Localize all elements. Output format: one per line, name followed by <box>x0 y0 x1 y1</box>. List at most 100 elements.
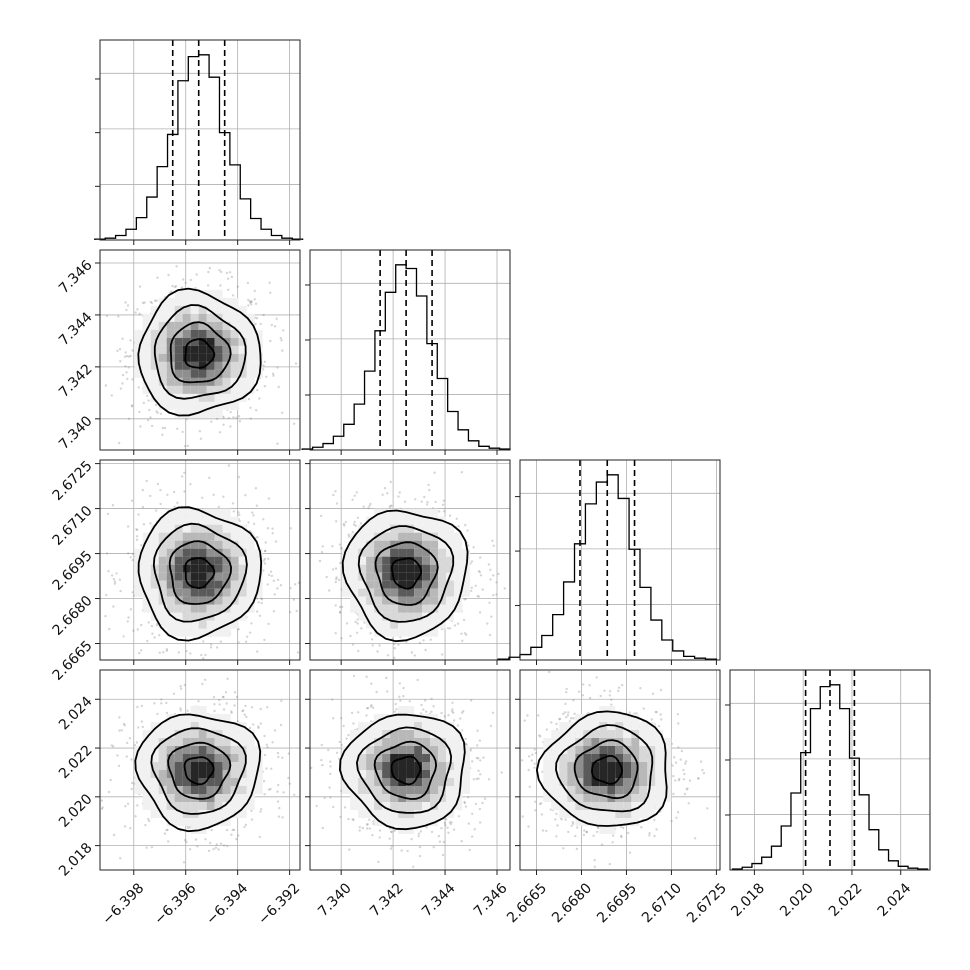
density-cell <box>254 564 263 573</box>
scatter-point <box>212 848 215 851</box>
scatter-point <box>232 416 235 419</box>
density-cell <box>238 321 247 330</box>
density-cell <box>166 540 175 549</box>
density-cell <box>214 524 223 533</box>
scatter-point <box>288 782 291 785</box>
density-cell <box>246 564 255 573</box>
scatter-point <box>393 647 396 650</box>
scatter-point <box>118 348 122 351</box>
scatter-point <box>427 483 430 487</box>
scatter-point <box>221 695 225 699</box>
density-cell <box>198 369 207 378</box>
density-cell <box>198 612 207 621</box>
scatter-point <box>260 598 264 601</box>
density-cell <box>214 794 223 802</box>
density-cell <box>142 385 151 394</box>
scatter-point <box>277 755 280 759</box>
scatter-point <box>141 488 144 492</box>
scatter-point <box>408 700 411 703</box>
scatter-point <box>289 527 292 530</box>
density-cell <box>350 564 359 573</box>
density-cell <box>158 305 167 314</box>
scatter-point <box>259 597 263 600</box>
scatter-point <box>438 510 441 513</box>
scatter-point <box>185 418 188 421</box>
scatter-point <box>258 397 261 400</box>
scatter-point <box>252 522 256 525</box>
scatter-point <box>263 360 267 363</box>
scatter-point <box>263 753 267 757</box>
scatter-point <box>104 384 108 387</box>
density-cell <box>198 321 207 330</box>
density-cell <box>214 580 223 589</box>
density-cell <box>190 345 199 354</box>
scatter-point <box>116 754 119 757</box>
scatter-point <box>271 372 275 375</box>
density-cell <box>150 305 159 314</box>
scatter-point <box>149 416 152 419</box>
scatter-point <box>297 581 301 584</box>
scatter-point <box>276 442 279 445</box>
density-cell <box>166 337 175 346</box>
scatter-point <box>210 420 213 423</box>
density-cell <box>158 746 167 754</box>
density-cell <box>182 620 191 629</box>
scatter-point <box>153 299 157 302</box>
density-cell <box>222 556 231 565</box>
scatter-point <box>227 288 230 291</box>
scatter-point <box>248 726 252 730</box>
scatter-point <box>503 587 506 590</box>
density-cell <box>158 393 167 402</box>
scatter-point <box>204 653 207 657</box>
scatter-point <box>179 707 182 710</box>
scatter-point <box>183 490 186 493</box>
scatter-point <box>354 524 357 527</box>
density-cell <box>158 345 167 354</box>
density-cell <box>174 588 183 597</box>
scatter-point <box>325 575 328 579</box>
density-cell <box>230 361 239 370</box>
density-cell <box>158 572 167 581</box>
density-cell <box>158 369 167 378</box>
density-cell <box>398 604 407 613</box>
density-cell <box>366 556 375 565</box>
density-cell <box>206 540 215 549</box>
scatter-point <box>209 643 213 646</box>
density-cell <box>158 401 167 410</box>
density-cell <box>222 612 231 621</box>
density-cell <box>390 604 399 613</box>
density-cell <box>174 313 183 322</box>
density-cell <box>222 305 231 314</box>
density-cell <box>174 738 183 746</box>
density-cell <box>142 596 151 605</box>
density-cell <box>454 556 463 565</box>
density-cell <box>222 508 231 517</box>
density-cell <box>198 289 207 298</box>
scatter-point <box>244 704 247 708</box>
density-cell <box>190 532 199 541</box>
density-cell <box>174 508 183 517</box>
density-cell <box>190 516 199 525</box>
density-cell <box>406 612 415 621</box>
scatter-point <box>222 495 225 498</box>
scatter-point <box>219 640 223 643</box>
density-cell <box>166 810 175 818</box>
density-cell <box>238 596 247 605</box>
scatter-point <box>203 678 207 681</box>
scatter-point <box>124 805 127 808</box>
density-cell <box>198 313 207 322</box>
contour-level-0 <box>184 557 216 590</box>
density-cell <box>246 572 255 581</box>
scatter-point <box>137 726 140 729</box>
scatter-point <box>124 365 127 368</box>
density-cell <box>182 337 191 346</box>
scatter-point <box>252 514 255 517</box>
density-cell <box>230 524 239 533</box>
density-cell <box>190 337 199 346</box>
scatter-point <box>197 700 200 703</box>
density-cell <box>190 321 199 330</box>
scatter-point <box>231 294 235 297</box>
scatter-point <box>259 810 262 813</box>
density-cell <box>190 548 199 557</box>
scatter-point <box>130 787 133 791</box>
